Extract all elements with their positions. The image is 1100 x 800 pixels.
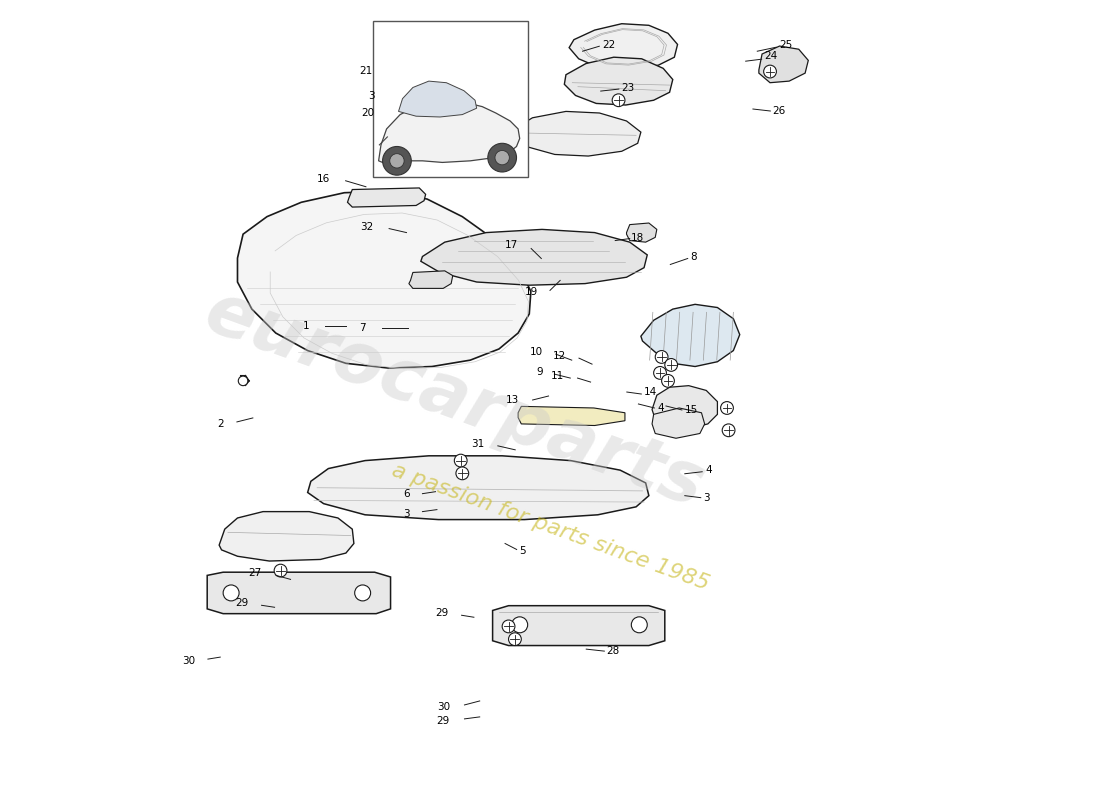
Text: 24: 24 <box>763 51 777 61</box>
Text: 29: 29 <box>235 598 249 608</box>
Bar <box>373 22 528 177</box>
Polygon shape <box>398 81 476 117</box>
Circle shape <box>487 143 517 172</box>
Text: 6: 6 <box>403 489 409 498</box>
Circle shape <box>631 617 647 633</box>
Text: 5: 5 <box>519 546 526 557</box>
Circle shape <box>223 585 239 601</box>
Polygon shape <box>348 188 426 207</box>
Polygon shape <box>493 606 664 646</box>
Text: 29: 29 <box>437 716 450 726</box>
Text: 4: 4 <box>705 465 712 474</box>
Text: 15: 15 <box>685 405 698 415</box>
Circle shape <box>354 585 371 601</box>
Text: 25: 25 <box>779 40 792 50</box>
Text: 30: 30 <box>437 702 450 712</box>
Text: 30: 30 <box>182 656 195 666</box>
Text: 13: 13 <box>506 395 519 405</box>
Circle shape <box>455 467 469 480</box>
Text: 11: 11 <box>551 371 564 381</box>
Text: 26: 26 <box>772 106 785 116</box>
Circle shape <box>613 94 625 106</box>
Polygon shape <box>219 512 354 561</box>
Text: 14: 14 <box>645 387 658 397</box>
Text: 2: 2 <box>217 419 224 429</box>
Text: 9: 9 <box>536 367 542 377</box>
Text: 29: 29 <box>436 608 449 618</box>
Text: 17: 17 <box>505 239 518 250</box>
Text: 4: 4 <box>658 403 664 413</box>
Text: 7: 7 <box>360 323 366 334</box>
Polygon shape <box>378 101 519 162</box>
Text: 22: 22 <box>602 40 615 50</box>
Circle shape <box>274 564 287 577</box>
Polygon shape <box>518 406 625 426</box>
Text: 12: 12 <box>552 351 565 361</box>
Circle shape <box>723 424 735 437</box>
Text: 28: 28 <box>606 646 619 656</box>
Text: 16: 16 <box>317 174 330 184</box>
Circle shape <box>389 154 404 168</box>
Circle shape <box>455 42 469 54</box>
Polygon shape <box>512 111 641 156</box>
Text: 31: 31 <box>472 439 485 449</box>
Polygon shape <box>238 191 531 368</box>
Text: 1: 1 <box>302 322 309 331</box>
Circle shape <box>454 454 467 467</box>
Polygon shape <box>652 408 705 438</box>
Text: 10: 10 <box>529 347 542 357</box>
Circle shape <box>653 366 667 379</box>
Polygon shape <box>627 223 657 242</box>
Polygon shape <box>421 230 647 286</box>
Polygon shape <box>409 271 453 288</box>
Text: 23: 23 <box>621 83 635 93</box>
Circle shape <box>664 358 678 371</box>
Text: 32: 32 <box>360 222 373 232</box>
Circle shape <box>656 350 668 363</box>
Text: a passion for parts since 1985: a passion for parts since 1985 <box>388 461 712 594</box>
Circle shape <box>503 620 515 633</box>
Circle shape <box>720 402 734 414</box>
Text: 27: 27 <box>249 568 262 578</box>
Circle shape <box>508 633 521 646</box>
Polygon shape <box>207 572 390 614</box>
Circle shape <box>763 65 777 78</box>
Text: eurocarparts: eurocarparts <box>195 278 714 522</box>
Polygon shape <box>564 57 673 105</box>
Circle shape <box>495 150 509 165</box>
Polygon shape <box>652 386 717 429</box>
Text: 8: 8 <box>691 251 697 262</box>
Circle shape <box>450 54 462 66</box>
Text: 3: 3 <box>403 509 409 518</box>
Text: 20: 20 <box>361 108 374 118</box>
Polygon shape <box>759 46 808 82</box>
Text: 18: 18 <box>631 233 645 242</box>
Text: 21: 21 <box>360 66 373 76</box>
Polygon shape <box>569 24 678 70</box>
Text: 19: 19 <box>525 287 538 298</box>
Circle shape <box>383 146 411 175</box>
Circle shape <box>661 374 674 387</box>
Circle shape <box>239 376 248 386</box>
Text: 3: 3 <box>704 493 711 502</box>
Polygon shape <box>308 456 649 519</box>
Circle shape <box>512 617 528 633</box>
Polygon shape <box>641 304 739 366</box>
Text: 3: 3 <box>368 91 375 101</box>
